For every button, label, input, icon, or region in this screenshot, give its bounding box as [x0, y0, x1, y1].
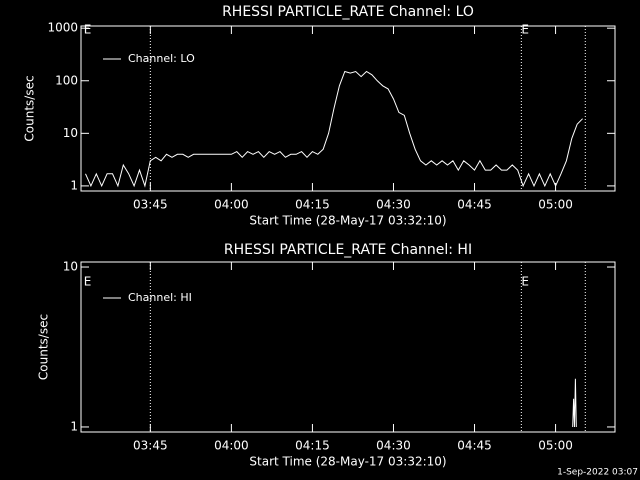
- y-axis-label: Counts/sec: [23, 75, 37, 141]
- x-tick-label: 04:45: [457, 198, 492, 212]
- annotation: E: [84, 23, 92, 37]
- x-tick-label: 04:30: [376, 439, 411, 453]
- x-tick-label: 04:15: [295, 198, 330, 212]
- x-tick-label: 03:45: [133, 198, 168, 212]
- legend-label: Channel: HI: [128, 291, 192, 304]
- y-tick-label: 1: [70, 419, 78, 433]
- legend-label: Channel: LO: [128, 52, 195, 65]
- x-tick-label: 04:15: [295, 439, 330, 453]
- x-tick-label: 03:45: [133, 439, 168, 453]
- x-axis-label: Start Time (28-May-17 03:32:10): [249, 455, 446, 469]
- x-tick-label: 04:00: [214, 439, 249, 453]
- y-tick-label: 10: [63, 260, 78, 274]
- annotation: E: [521, 275, 529, 289]
- data-line: [572, 378, 577, 428]
- plot-frame: [80, 25, 616, 192]
- chart-title: RHESSI PARTICLE_RATE Channel: LO: [222, 4, 474, 20]
- y-tick-label: 10: [63, 126, 78, 140]
- annotation: E: [521, 23, 529, 37]
- plot-frame: [80, 261, 616, 433]
- x-tick-label: 04:30: [376, 198, 411, 212]
- chart-title: RHESSI PARTICLE_RATE Channel: HI: [224, 242, 472, 258]
- y-tick-label: 100: [55, 73, 78, 87]
- x-tick-label: 04:45: [457, 439, 492, 453]
- annotation: E: [84, 275, 92, 289]
- x-tick-label: 05:00: [538, 198, 573, 212]
- footer: 1-Sep-2022 03:07: [557, 468, 638, 478]
- x-axis-label: Start Time (28-May-17 03:32:10): [249, 214, 446, 228]
- y-axis-label: Counts/sec: [37, 314, 51, 380]
- x-tick-label: 05:00: [538, 439, 573, 453]
- y-tick-label: 1: [70, 178, 78, 192]
- y-tick-label: 1000: [47, 21, 78, 35]
- x-tick-label: 04:00: [214, 198, 249, 212]
- data-line: [85, 70, 583, 188]
